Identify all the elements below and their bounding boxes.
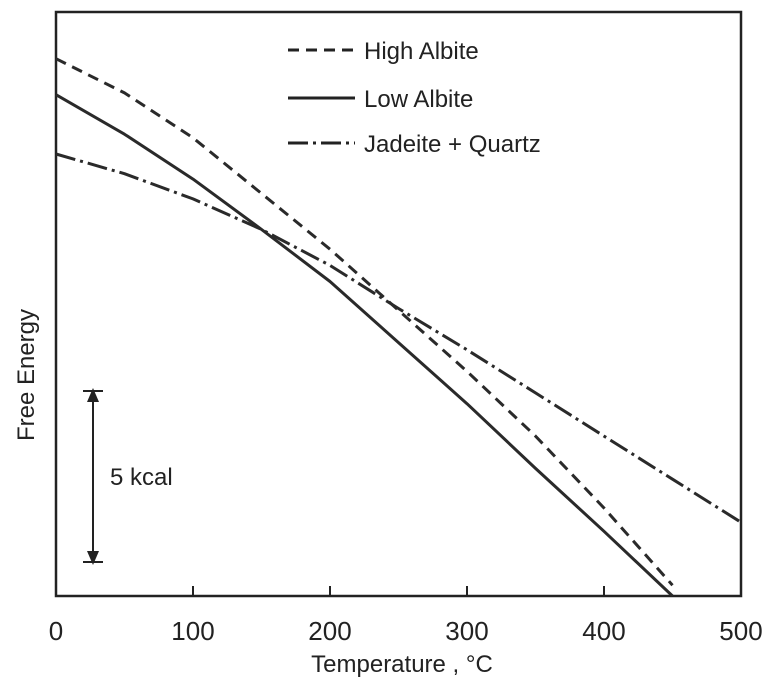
legend: High Albite Low Albite Jadeite + Quartz <box>288 38 541 158</box>
x-tick-label: 100 <box>171 616 214 646</box>
x-tick-label: 400 <box>582 616 625 646</box>
legend-label-low-albite: Low Albite <box>364 86 473 113</box>
scale-bar-label: 5 kcal <box>110 464 173 491</box>
y-axis-title: Free Energy <box>13 309 40 441</box>
series-line-low-albite <box>56 95 673 596</box>
legend-label-jadeite-quartz: Jadeite + Quartz <box>364 131 541 158</box>
x-tick-label: 300 <box>445 616 488 646</box>
scale-bar: 5 kcal <box>83 388 173 565</box>
legend-label-high-albite: High Albite <box>364 38 479 65</box>
x-tick-label: 0 <box>49 616 63 646</box>
x-tick-label: 200 <box>308 616 351 646</box>
x-axis-title: Temperature , °C <box>311 651 493 678</box>
x-tick-label: 500 <box>719 616 762 646</box>
